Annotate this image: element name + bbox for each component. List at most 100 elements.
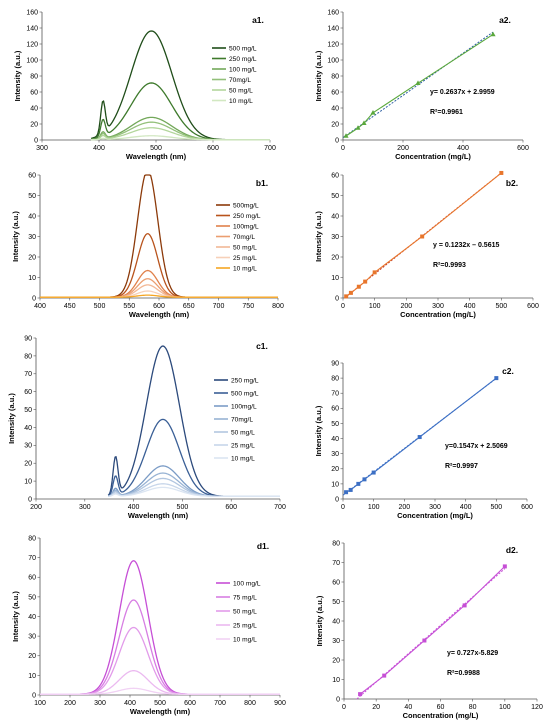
panel-label: a1. <box>252 15 264 25</box>
x-tick-label: 300 <box>36 145 48 152</box>
legend-entry: 75 mg/L <box>233 594 257 601</box>
x-tick-label: 600 <box>225 504 237 511</box>
panel-label: b1. <box>256 178 268 188</box>
y-tick-label: 120 <box>327 41 339 48</box>
legend-entry: 500 mg/L <box>229 45 257 52</box>
y-tick-label: 60 <box>24 389 32 396</box>
data-point <box>462 603 467 608</box>
data-point <box>362 477 367 482</box>
x-tick-label: 200 <box>398 504 410 511</box>
y-tick-label: 90 <box>24 335 32 342</box>
data-point <box>348 290 353 295</box>
x-tick-label: 400 <box>457 145 469 152</box>
data-point <box>361 120 367 125</box>
x-tick-label: 200 <box>397 145 409 152</box>
x-tick-label: 20 <box>372 704 380 711</box>
y-tick-label: 50 <box>28 193 36 200</box>
y-tick-label: 70 <box>28 555 36 562</box>
y-tick-label: 0 <box>32 295 36 302</box>
x-tick-label: 600 <box>517 145 529 152</box>
x-tick-label: 100 <box>499 704 511 711</box>
legend-entry: 500 mg/L <box>231 390 259 397</box>
x-tick-label: 100 <box>34 700 46 707</box>
x-tick-label: 900 <box>274 700 286 707</box>
y-axis-label: Intensity (a.u.) <box>314 211 323 262</box>
x-axis-label: Concentration (mg/L) <box>397 511 473 520</box>
x-tick-label: 450 <box>64 303 76 310</box>
y-tick-label: 140 <box>26 25 38 32</box>
legend-entry: 50 mg/L <box>233 608 257 615</box>
y-tick-label: 60 <box>332 579 340 586</box>
data-point <box>502 564 507 569</box>
legend-entry: 25 mg/L <box>231 442 255 449</box>
data-point <box>420 234 425 239</box>
x-tick-label: 300 <box>94 700 106 707</box>
y-tick-label: 70 <box>332 560 340 567</box>
y-tick-label: 80 <box>30 73 38 80</box>
y-tick-label: 20 <box>28 653 36 660</box>
chart-a1: 300 400 500 600 700 0 20 40 60 80 100 120 140 160 Wave… <box>13 9 276 161</box>
y-tick-label: 40 <box>28 213 36 220</box>
y-tick-label: 10 <box>28 673 36 680</box>
x-tick-label: 100 <box>368 504 380 511</box>
x-axis-label: Wavelength (nm) <box>129 310 190 319</box>
legend-entry: 70mg/L <box>231 416 253 423</box>
y-tick-label: 90 <box>331 360 339 367</box>
x-axis-label: Wavelength (nm) <box>128 511 189 520</box>
x-axis-label: Wavelength (nm) <box>130 707 191 716</box>
y-axis-label: Intensity (a.u.) <box>11 211 20 262</box>
legend-entry: 10 mg/L <box>233 636 257 643</box>
y-tick-label: 30 <box>331 234 339 241</box>
chart-a2: 0 200 400 600 0 20 40 60 80 100 120 140 160 Concentra… <box>314 9 529 161</box>
y-axis-label: Intensity (a.u.) <box>315 595 324 646</box>
data-point <box>422 638 427 643</box>
series-line-6 <box>91 135 270 141</box>
data-point <box>344 490 349 495</box>
y-axis-label: Intensity (a.u.) <box>314 405 323 456</box>
y-tick-label: 80 <box>332 540 340 547</box>
data-point <box>348 487 353 492</box>
panel-label: c1. <box>256 341 268 351</box>
y-tick-label: 60 <box>28 172 36 179</box>
x-tick-label: 0 <box>341 303 345 310</box>
fit-equation: y= 0.2637x + 2.9959 <box>430 89 495 96</box>
y-tick-label: 40 <box>28 614 36 621</box>
y-tick-label: 10 <box>331 481 339 488</box>
y-tick-label: 60 <box>331 89 339 96</box>
y-tick-label: 0 <box>32 692 36 699</box>
legend-entry: 500mg/L <box>233 202 259 209</box>
x-tick-label: 500 <box>490 504 502 511</box>
y-axis-label: Intensity (a.u.) <box>13 50 22 101</box>
y-tick-label: 20 <box>332 657 340 664</box>
chart-c2: 0 100 200 300 400 500 600 0 10 20 30 40 50 60 70 80 90 Co… <box>314 360 533 520</box>
fit-equation: y= 0.727x-5.829 <box>447 650 498 657</box>
legend-entry: 70mg/L <box>229 77 251 84</box>
y-tick-label: 140 <box>327 25 339 32</box>
y-tick-label: 30 <box>332 638 340 645</box>
fit-equation: y=0.1547x + 2.5069 <box>445 443 508 450</box>
y-tick-label: 80 <box>331 376 339 383</box>
y-tick-label: 160 <box>327 9 339 16</box>
x-tick-label: 700 <box>274 504 286 511</box>
y-tick-label: 50 <box>28 594 36 601</box>
y-tick-label: 70 <box>331 391 339 398</box>
x-tick-label: 100 <box>369 303 381 310</box>
data-point <box>382 673 387 678</box>
x-axis-label: Concentration (mg/L) <box>395 152 471 161</box>
legend-entry: 10 mg/L <box>231 455 255 462</box>
series-line-1 <box>107 345 280 497</box>
x-tick-label: 60 <box>437 704 445 711</box>
y-tick-label: 10 <box>332 677 340 684</box>
y-tick-label: 30 <box>331 451 339 458</box>
data-point <box>415 80 421 85</box>
data-point <box>363 279 368 284</box>
data-point <box>372 270 377 275</box>
data-point <box>355 125 361 130</box>
y-tick-label: 60 <box>30 89 38 96</box>
y-tick-label: 20 <box>24 461 32 468</box>
y-tick-label: 0 <box>34 137 38 144</box>
y-tick-label: 80 <box>331 73 339 80</box>
y-tick-label: 20 <box>30 121 38 128</box>
x-tick-label: 300 <box>429 504 441 511</box>
data-line <box>359 566 506 695</box>
